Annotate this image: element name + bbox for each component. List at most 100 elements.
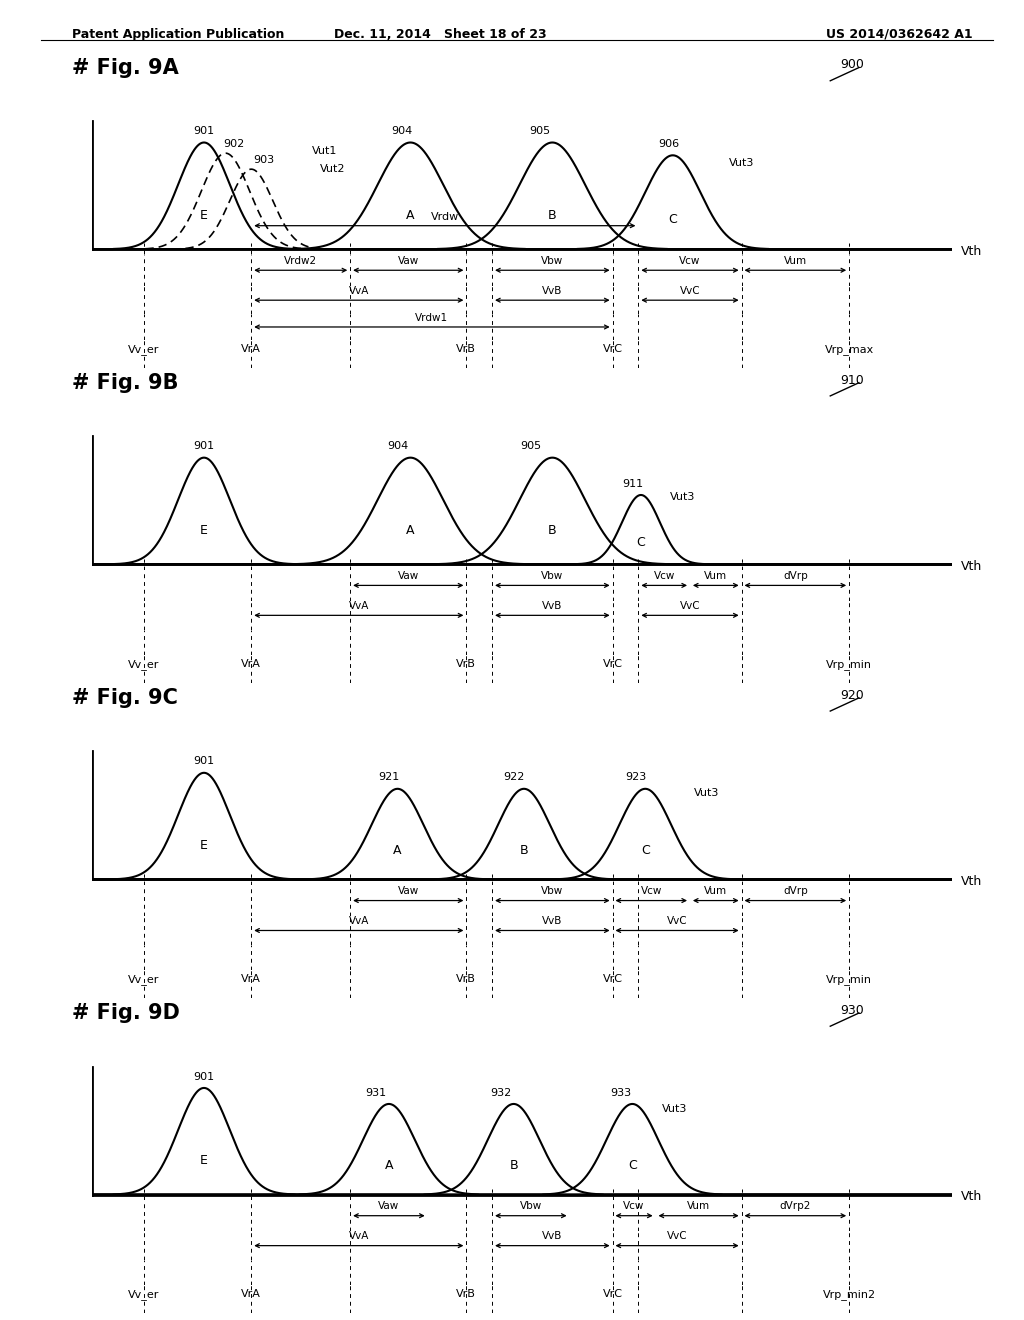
Text: Patent Application Publication: Patent Application Publication <box>72 28 284 41</box>
Text: 901: 901 <box>194 1072 215 1081</box>
Text: VrB: VrB <box>457 1290 476 1299</box>
Text: 901: 901 <box>194 441 215 451</box>
Text: 933: 933 <box>610 1088 632 1097</box>
Text: E: E <box>200 209 208 222</box>
Text: 905: 905 <box>528 127 550 136</box>
Text: dVrp2: dVrp2 <box>779 1201 811 1210</box>
Text: VvC: VvC <box>680 286 700 296</box>
Text: Vut2: Vut2 <box>321 165 346 174</box>
Text: Vum: Vum <box>705 570 727 581</box>
Text: VrC: VrC <box>602 974 623 985</box>
Text: VrB: VrB <box>457 659 476 669</box>
Text: VrB: VrB <box>457 343 476 354</box>
Text: VrC: VrC <box>602 343 623 354</box>
Text: Vv_er: Vv_er <box>128 659 160 669</box>
Text: 901: 901 <box>194 127 215 136</box>
Text: # Fig. 9A: # Fig. 9A <box>72 58 178 78</box>
Text: B: B <box>509 1159 518 1172</box>
Text: US 2014/0362642 A1: US 2014/0362642 A1 <box>826 28 973 41</box>
Text: Vaw: Vaw <box>378 1201 399 1210</box>
Text: 932: 932 <box>490 1088 511 1097</box>
Text: 930: 930 <box>841 1005 864 1016</box>
Text: Vbw: Vbw <box>542 570 563 581</box>
Text: A: A <box>393 843 401 857</box>
Text: Vrp_min2: Vrp_min2 <box>822 1290 876 1300</box>
Text: 903: 903 <box>254 154 274 165</box>
Text: Vv_er: Vv_er <box>128 974 160 985</box>
Text: Vcw: Vcw <box>679 256 700 265</box>
Text: VrC: VrC <box>602 1290 623 1299</box>
Text: Vbw: Vbw <box>520 1201 542 1210</box>
Text: C: C <box>669 213 677 226</box>
Text: # Fig. 9C: # Fig. 9C <box>72 688 177 709</box>
Text: VvB: VvB <box>542 1232 562 1241</box>
Text: Vv_er: Vv_er <box>128 1290 160 1300</box>
Text: E: E <box>200 838 208 851</box>
Text: E: E <box>200 524 208 537</box>
Text: Vaw: Vaw <box>397 886 419 896</box>
Text: dVrp: dVrp <box>783 886 808 896</box>
Text: 923: 923 <box>626 772 646 783</box>
Text: 905: 905 <box>520 441 542 451</box>
Text: # Fig. 9D: # Fig. 9D <box>72 1003 179 1023</box>
Text: A: A <box>407 524 415 537</box>
Text: VvB: VvB <box>542 601 562 611</box>
Text: 921: 921 <box>378 772 399 783</box>
Text: VvA: VvA <box>348 601 369 611</box>
Text: VvC: VvC <box>667 916 687 927</box>
Text: Vrdw2: Vrdw2 <box>285 256 317 265</box>
Text: VvA: VvA <box>348 286 369 296</box>
Text: Vut3: Vut3 <box>662 1104 687 1114</box>
Text: Vcw: Vcw <box>641 886 662 896</box>
Text: Vth: Vth <box>961 560 982 573</box>
Text: A: A <box>385 1159 393 1172</box>
Text: Vum: Vum <box>687 1201 710 1210</box>
Text: C: C <box>637 536 645 549</box>
Text: Dec. 11, 2014   Sheet 18 of 23: Dec. 11, 2014 Sheet 18 of 23 <box>334 28 547 41</box>
Text: Vbw: Vbw <box>542 256 563 265</box>
Text: VvC: VvC <box>680 601 700 611</box>
Text: Vaw: Vaw <box>397 570 419 581</box>
Text: C: C <box>641 843 649 857</box>
Text: dVrp: dVrp <box>783 570 808 581</box>
Text: Vum: Vum <box>705 886 727 896</box>
Text: Vcw: Vcw <box>653 570 675 581</box>
Text: Vrdw1: Vrdw1 <box>416 313 449 323</box>
Text: Vut1: Vut1 <box>311 147 337 156</box>
Text: 920: 920 <box>841 689 864 702</box>
Text: VvB: VvB <box>542 916 562 927</box>
Text: A: A <box>407 209 415 222</box>
Text: B: B <box>548 524 557 537</box>
Text: VvA: VvA <box>348 916 369 927</box>
Text: C: C <box>628 1159 637 1172</box>
Text: Vth: Vth <box>961 875 982 888</box>
Text: Vth: Vth <box>961 1191 982 1204</box>
Text: Vut3: Vut3 <box>729 158 754 168</box>
Text: Vut3: Vut3 <box>670 492 695 503</box>
Text: Vut3: Vut3 <box>694 788 720 799</box>
Text: 900: 900 <box>841 58 864 71</box>
Text: 901: 901 <box>194 756 215 767</box>
Text: 931: 931 <box>366 1088 387 1097</box>
Text: B: B <box>519 843 528 857</box>
Text: 906: 906 <box>657 139 679 149</box>
Text: 911: 911 <box>622 479 643 488</box>
Text: Vrp_max: Vrp_max <box>824 343 873 355</box>
Text: Vv_er: Vv_er <box>128 343 160 355</box>
Text: Vbw: Vbw <box>542 886 563 896</box>
Text: 904: 904 <box>387 441 409 451</box>
Text: VrA: VrA <box>242 343 261 354</box>
Text: 922: 922 <box>503 772 524 783</box>
Text: # Fig. 9B: # Fig. 9B <box>72 374 178 393</box>
Text: Vrp_min: Vrp_min <box>826 659 872 669</box>
Text: Vaw: Vaw <box>397 256 419 265</box>
Text: VvC: VvC <box>667 1232 687 1241</box>
Text: VrA: VrA <box>242 1290 261 1299</box>
Text: Vrdw: Vrdw <box>431 213 459 223</box>
Text: VvB: VvB <box>542 286 562 296</box>
Text: 904: 904 <box>391 127 413 136</box>
Text: Vum: Vum <box>783 256 807 265</box>
Text: VvA: VvA <box>348 1232 369 1241</box>
Text: VrC: VrC <box>602 659 623 669</box>
Text: VrA: VrA <box>242 659 261 669</box>
